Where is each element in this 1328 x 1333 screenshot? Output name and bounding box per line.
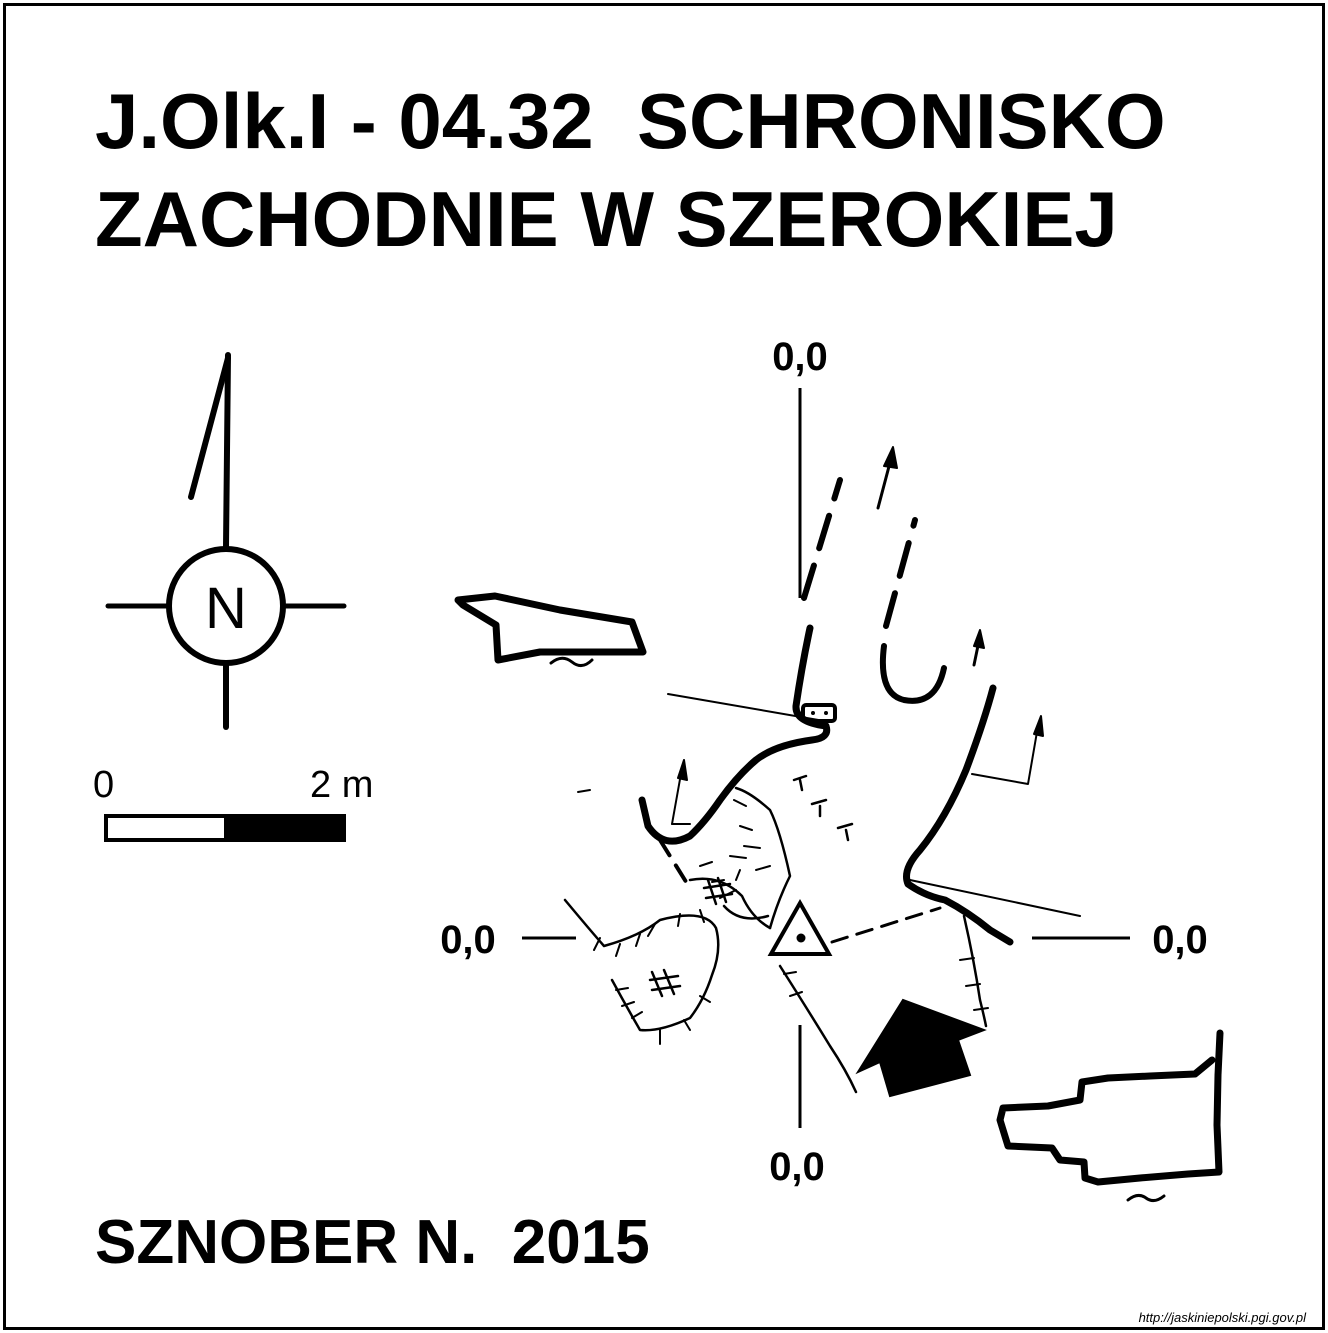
survey-station-icon [767, 898, 833, 956]
scale-bar [104, 814, 346, 842]
reference-axes [522, 388, 1130, 1128]
cave-plan [563, 446, 1081, 1094]
axis-label-bottom: 0,0 [769, 1145, 825, 1189]
source-url: http://jaskiniepolski.pgi.gov.pl [1138, 1310, 1306, 1325]
scale-end-label: 2 m [310, 764, 373, 806]
cross-section-upper [454, 592, 647, 667]
map-frame [3, 3, 1325, 1330]
entrance-arrow-icon [855, 998, 987, 1098]
north-letter: N [205, 576, 247, 641]
axis-label-left: 0,0 [440, 918, 496, 962]
map-title-line-2: ZACHODNIE W SZEROKIEJ [95, 175, 1118, 263]
scale-start-label: 0 [93, 764, 114, 806]
cross-section-lower [996, 1029, 1224, 1203]
author-credit: SZNOBER N. 2015 [95, 1208, 650, 1277]
north-arrow-icon [105, 352, 347, 730]
map-title-line-1: J.Olk.I - 04.32 SCHRONISKO [95, 77, 1166, 165]
axis-label-right: 0,0 [1152, 918, 1208, 962]
axis-label-top: 0,0 [772, 335, 828, 379]
